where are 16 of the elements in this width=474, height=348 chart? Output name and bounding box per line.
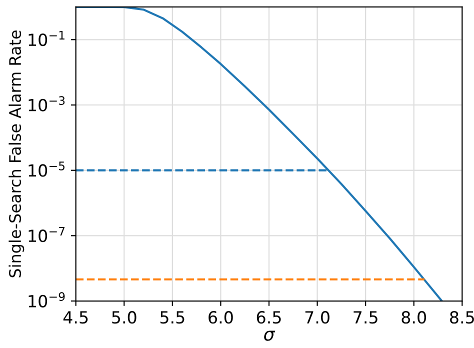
x-tick-label: 8.5 [450,311,474,324]
y-tick-label: 10$^{−1}$ [28,30,64,46]
x-tick-label: 6.0 [208,311,233,324]
y-tick-label: 10$^{−7}$ [28,227,65,242]
y-tick-label: 10$^{−9}$ [28,292,65,308]
x-tick-label: 7.5 [354,311,378,324]
x-tick-label: 4.5 [63,311,88,324]
x-tick-label: 5.5 [160,311,184,324]
y-tick-label: 10$^{−5}$ [28,162,64,177]
x-tick-label: 5.0 [112,311,136,324]
x-tick-label: 8.0 [402,311,426,324]
y-axis-title: Single-Search False Alarm Rate [8,30,24,278]
y-tick-label: 10$^{−3}$ [28,96,65,112]
x-tick-label: 7.0 [305,311,330,324]
x-axis-title: σ [264,330,276,341]
x-tick-label: 6.5 [256,311,281,324]
